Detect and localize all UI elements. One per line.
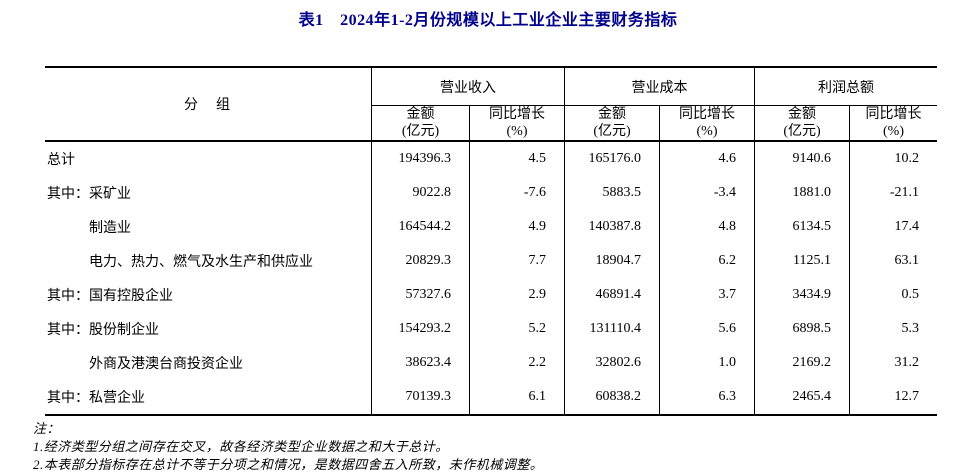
cell-cost-amount: 5883.5 [565,176,660,210]
cell-cost-growth: 4.8 [660,210,755,244]
column-header-group: 分 组 [45,68,372,140]
column-group-total-profit: 利润总额 金额 (亿元) 同比增长 (%) [755,68,937,140]
cell-revenue-amount: 57327.6 [372,278,470,312]
cell-profit-amount: 2169.2 [755,346,850,380]
cell-cost-growth: 6.2 [660,244,755,278]
cell-revenue-growth: 5.2 [470,312,565,346]
financial-indicators-table: 分 组 营业收入 金额 (亿元) 同比增长 (%) 营业成本 [45,66,937,416]
row-label: 其中： 股份制企业 [45,312,372,346]
table-row-utilities: 电力、热力、燃气及水生产和供应业 20829.3 7.7 18904.7 6.2… [45,244,937,278]
table-row-private: 其中： 私营企业 70139.3 6.1 60838.2 6.3 2465.4 1… [45,380,937,414]
cell-cost-amount: 140387.8 [565,210,660,244]
table-row-total: 总计 194396.3 4.5 165176.0 4.6 9140.6 10.2 [45,142,937,176]
subheader-profit-growth: 同比增长 (%) [865,107,922,139]
cell-profit-amount: 1881.0 [755,176,850,210]
cell-revenue-amount: 154293.2 [372,312,470,346]
column-group-operating-revenue: 营业收入 金额 (亿元) 同比增长 (%) [372,68,565,140]
column-group-label: 营业成本 [565,68,754,106]
table-row-state-holding: 其中： 国有控股企业 57327.6 2.9 46891.4 3.7 3434.9… [45,278,937,312]
cell-profit-growth: 5.3 [901,321,920,336]
cell-profit-growth: 12.7 [894,389,920,404]
cell-revenue-growth: 4.9 [470,210,565,244]
cell-revenue-growth: 6.1 [470,380,565,414]
column-group-label: 利润总额 [755,68,937,106]
table-header: 分 组 营业收入 金额 (亿元) 同比增长 (%) 营业成本 [45,68,937,142]
cell-profit-amount: 1125.1 [755,244,850,278]
cell-profit-growth: 10.2 [894,151,920,166]
row-label: 外商及港澳台商投资企业 [45,346,372,380]
cell-cost-growth: 1.0 [660,346,755,380]
cell-cost-amount: 60838.2 [565,380,660,414]
cell-cost-growth: -3.4 [660,176,755,210]
cell-profit-amount: 9140.6 [755,142,850,176]
cell-profit-growth: -21.1 [889,185,919,200]
cell-cost-amount: 131110.4 [565,312,660,346]
table-row-mining: 其中： 采矿业 9022.8 -7.6 5883.5 -3.4 1881.0 -2… [45,176,937,210]
cell-profit-amount: 6134.5 [755,210,850,244]
column-group-label: 营业收入 [372,68,564,106]
cell-profit-growth: 0.5 [901,287,920,302]
cell-revenue-growth: -7.6 [470,176,565,210]
cell-profit-amount: 6898.5 [755,312,850,346]
column-group-operating-cost: 营业成本 金额 (亿元) 同比增长 (%) [565,68,755,140]
subheader-revenue-growth: 同比增长 (%) [489,107,545,139]
row-label: 其中： 采矿业 [45,176,372,210]
cell-revenue-amount: 20829.3 [372,244,470,278]
subheader-profit-amount: 金额 (亿元) [755,106,850,140]
cell-profit-amount: 3434.9 [755,278,850,312]
cell-cost-growth: 6.3 [660,380,755,414]
footnotes: 注： 1.经济类型分组之间存在交叉，故各经济类型企业数据之和大于总计。 2.本表… [33,420,543,474]
cell-revenue-growth: 4.5 [470,142,565,176]
row-label: 制造业 [45,210,372,244]
cell-revenue-growth: 2.9 [470,278,565,312]
row-label: 其中： 国有控股企业 [45,278,372,312]
cell-cost-growth: 4.6 [660,142,755,176]
footnote-1: 1.经济类型分组之间存在交叉，故各经济类型企业数据之和大于总计。 [33,439,449,454]
cell-revenue-growth: 7.7 [470,244,565,278]
table-body: 总计 194396.3 4.5 165176.0 4.6 9140.6 10.2… [45,142,937,414]
cell-cost-amount: 165176.0 [565,142,660,176]
row-label: 总计 [45,142,372,176]
subheader-cost-growth: 同比增长 (%) [679,107,735,139]
cell-profit-growth: 17.4 [894,219,920,234]
row-label: 其中： 私营企业 [45,380,372,414]
table-row-shareholding: 其中： 股份制企业 154293.2 5.2 131110.4 5.6 6898.… [45,312,937,346]
row-label: 电力、热力、燃气及水生产和供应业 [45,244,372,278]
cell-revenue-amount: 38623.4 [372,346,470,380]
cell-profit-growth: 63.1 [894,253,920,268]
cell-profit-amount: 2465.4 [755,380,850,414]
cell-revenue-amount: 164544.2 [372,210,470,244]
subheader-cost-amount: 金额 (亿元) [565,106,660,140]
cell-cost-growth: 5.6 [660,312,755,346]
cell-revenue-amount: 70139.3 [372,380,470,414]
cell-revenue-amount: 194396.3 [372,142,470,176]
table-row-foreign-invested: 外商及港澳台商投资企业 38623.4 2.2 32802.6 1.0 2169… [45,346,937,380]
footnote-2: 2.本表部分指标存在总计不等于分项之和情况，是数据四舍五入所致，未作机械调整。 [33,457,544,472]
cell-revenue-amount: 9022.8 [372,176,470,210]
cell-cost-amount: 32802.6 [565,346,660,380]
cell-cost-amount: 46891.4 [565,278,660,312]
subheader-revenue-amount: 金额 (亿元) [372,106,470,140]
cell-profit-growth: 31.2 [894,355,920,370]
page-title: 表1 2024年1-2月份规模以上工业企业主要财务指标 [298,12,678,29]
table-row-manufacturing: 制造业 164544.2 4.9 140387.8 4.8 6134.5 17.… [45,210,937,244]
footnote-heading: 注： [33,421,61,436]
cell-cost-amount: 18904.7 [565,244,660,278]
cell-cost-growth: 3.7 [660,278,755,312]
cell-revenue-growth: 2.2 [470,346,565,380]
